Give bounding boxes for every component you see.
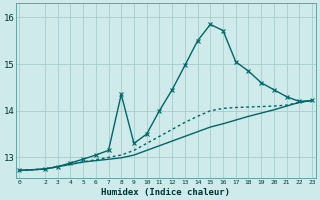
- X-axis label: Humidex (Indice chaleur): Humidex (Indice chaleur): [101, 188, 230, 197]
